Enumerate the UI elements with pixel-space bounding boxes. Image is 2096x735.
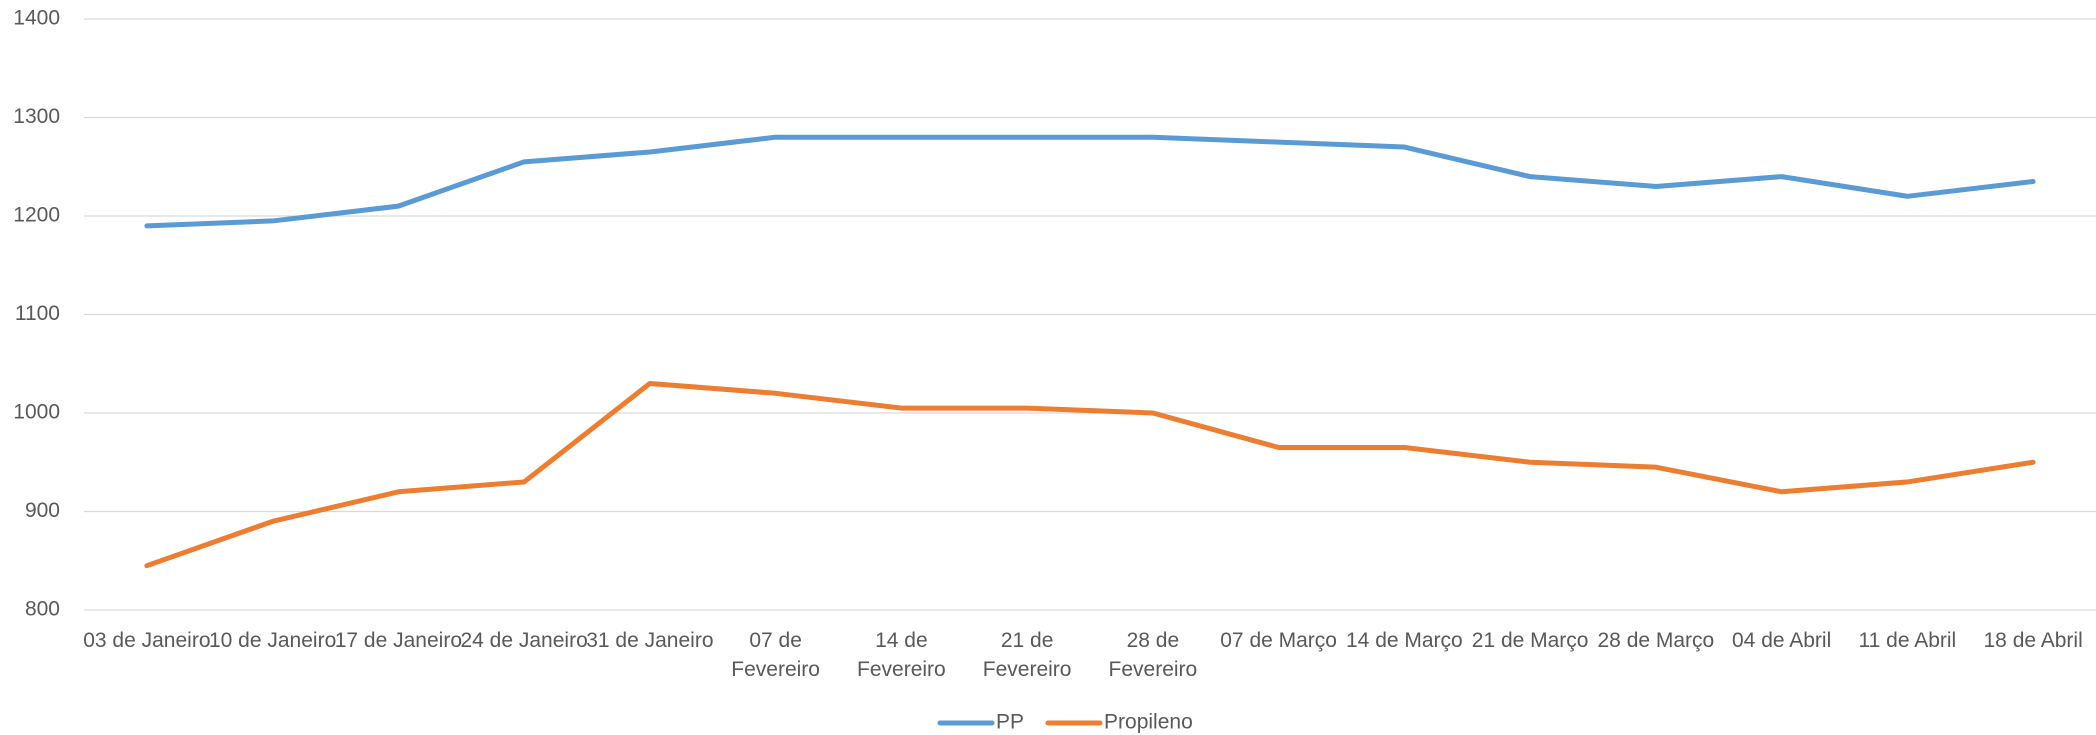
x-tick-label: 03 de Janeiro (83, 629, 211, 652)
x-tick-label: 10 de Janeiro (208, 629, 337, 652)
x-tick-label: 21 de Março (1471, 629, 1589, 652)
legend-label: PP (996, 711, 1024, 734)
y-tick-label: 1400 (13, 7, 60, 30)
x-tick-label: 11 de Abril (1858, 629, 1957, 652)
y-tick-label: 1300 (13, 105, 60, 128)
x-tick-label: 17 de Janeiro (334, 629, 462, 652)
series-line (144, 380, 2036, 569)
x-tick-label: 18 de Abril (1983, 629, 2083, 652)
x-tick-label: 07 de Março (1220, 629, 1337, 652)
series-line (144, 134, 2036, 229)
x-tick-label: 07 de Fevereiro (731, 629, 820, 681)
legend-label: Propileno (1104, 711, 1193, 734)
y-tick-label: 1000 (13, 401, 60, 424)
y-tick-label: 800 (25, 598, 60, 621)
y-tick-label: 1200 (13, 204, 60, 227)
x-tick-label: 14 de Março (1346, 629, 1463, 652)
x-tick-label: 21 de Fevereiro (982, 629, 1072, 681)
y-tick-label: 900 (25, 499, 60, 522)
x-tick-label: 24 de Janeiro (460, 629, 588, 652)
x-tick-label: 31 de Janeiro (586, 629, 714, 652)
x-tick-label: 28 de Fevereiro (1108, 629, 1198, 681)
x-tick-label: 14 de Fevereiro (857, 629, 946, 681)
y-tick-label: 1100 (15, 302, 60, 325)
x-tick-label: 28 de Março (1597, 629, 1715, 652)
x-tick-label: 04 de Abril (1732, 629, 1832, 652)
